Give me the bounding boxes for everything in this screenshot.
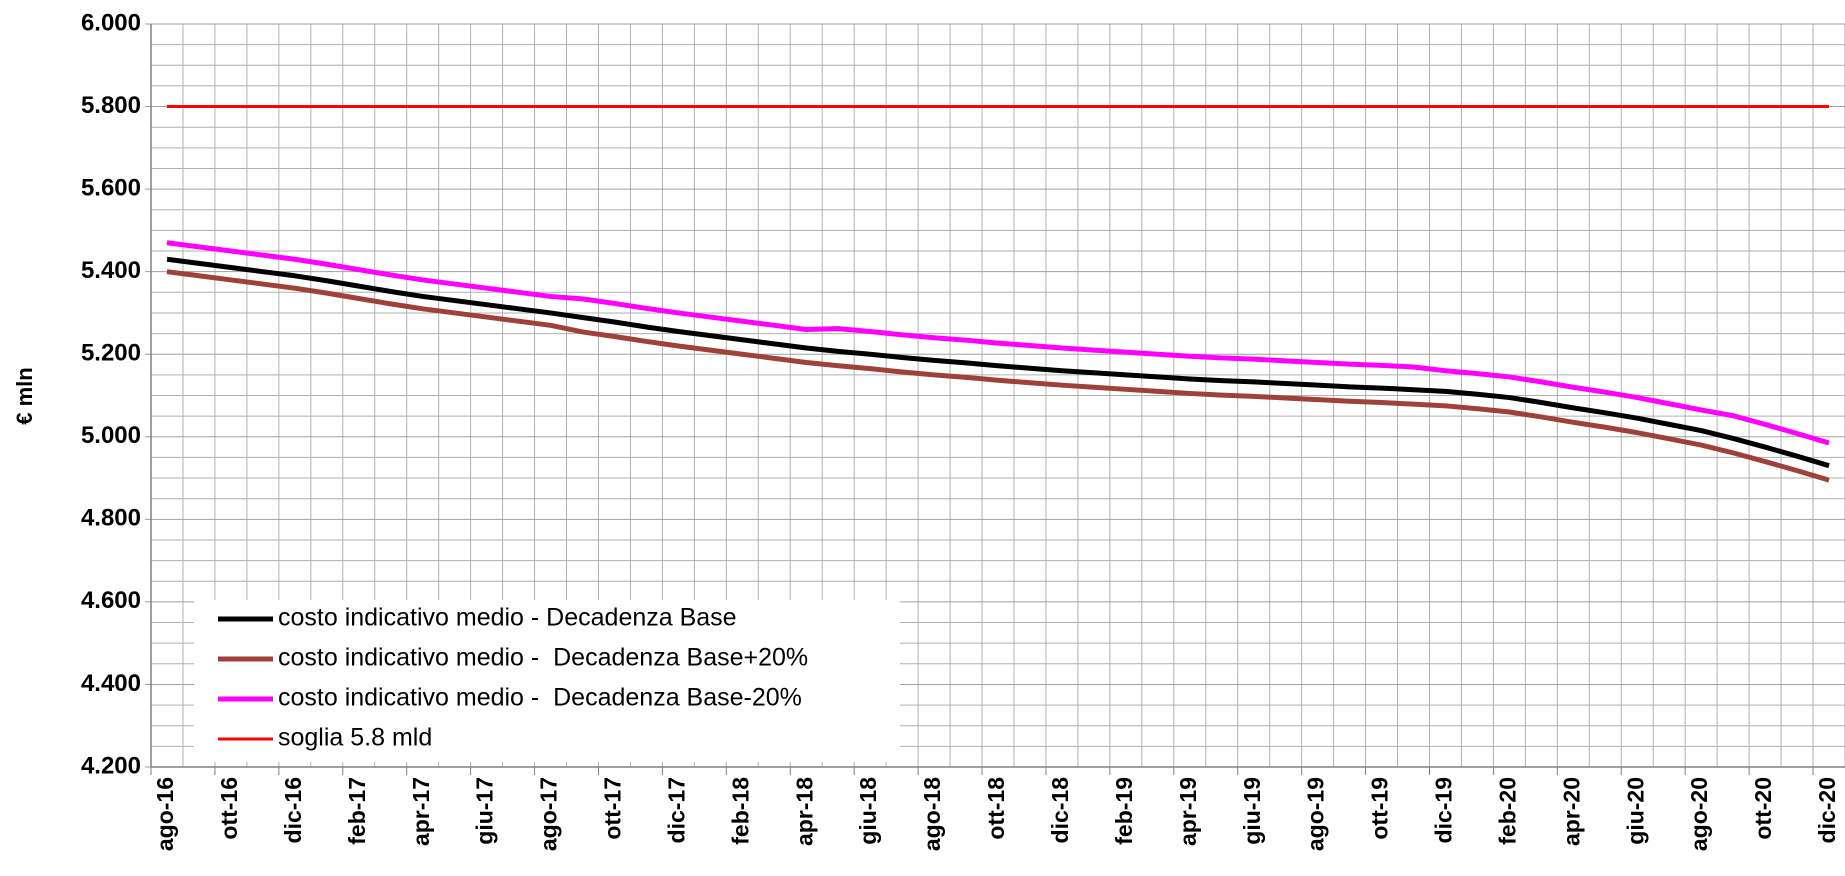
legend-label: costo indicativo medio - Decadenza Base-… bbox=[278, 684, 802, 712]
x-tick-label: apr-17 bbox=[408, 777, 434, 846]
x-tick-label: ago-16 bbox=[152, 777, 178, 851]
x-tick-label: giu-17 bbox=[472, 777, 498, 845]
series-line bbox=[166, 240, 1830, 446]
y-tick-label: 4.400 bbox=[81, 670, 141, 697]
x-tick-label: giu-19 bbox=[1239, 777, 1265, 845]
x-tick-label: ott-19 bbox=[1367, 777, 1393, 840]
x-tick-label: dic-18 bbox=[1047, 777, 1073, 844]
legend-box bbox=[194, 600, 900, 762]
x-tick-label: ott-17 bbox=[600, 777, 626, 840]
y-tick-label: 5.800 bbox=[81, 92, 141, 119]
y-tick-label: 5.000 bbox=[81, 422, 141, 449]
x-tick-label: ago-18 bbox=[919, 777, 945, 851]
y-axis-title: € mln bbox=[12, 367, 37, 424]
y-tick-label: 5.200 bbox=[81, 340, 141, 367]
x-tick-label: dic-16 bbox=[280, 777, 306, 843]
x-tick-label: giu-20 bbox=[1622, 777, 1648, 845]
legend-label: costo indicativo medio - Decadenza Base+… bbox=[278, 644, 808, 672]
x-tick-label: ott-20 bbox=[1750, 777, 1776, 840]
x-tick-label: ago-20 bbox=[1686, 777, 1712, 851]
x-tick-label: ago-19 bbox=[1303, 777, 1329, 851]
x-tick-label: dic-19 bbox=[1431, 777, 1457, 843]
x-tick-label: ago-17 bbox=[536, 777, 562, 851]
x-tick-label: feb-20 bbox=[1494, 777, 1520, 845]
x-tick-label: apr-20 bbox=[1558, 777, 1584, 846]
x-tick-label: feb-18 bbox=[727, 777, 753, 845]
x-tick-label: ott-16 bbox=[216, 777, 242, 840]
x-tick-label: dic-17 bbox=[663, 777, 689, 843]
series-line bbox=[166, 269, 1830, 483]
x-tick-label: ott-18 bbox=[983, 777, 1009, 840]
y-tick-label: 6.000 bbox=[81, 9, 141, 36]
y-tick-label: 5.600 bbox=[81, 174, 141, 201]
x-tick-label: apr-18 bbox=[791, 777, 817, 846]
y-tick-label: 4.200 bbox=[81, 752, 141, 779]
y-tick-label: 5.400 bbox=[81, 257, 141, 284]
x-tick-label: apr-19 bbox=[1175, 777, 1201, 846]
x-tick-label: feb-19 bbox=[1111, 777, 1137, 845]
x-tick-label: dic-20 bbox=[1814, 777, 1840, 843]
y-tick-label: 4.600 bbox=[81, 587, 141, 614]
series-line bbox=[166, 256, 1830, 469]
legend-label: soglia 5.8 mld bbox=[278, 724, 432, 752]
x-tick-label: feb-17 bbox=[344, 777, 370, 845]
y-tick-label: 4.800 bbox=[81, 505, 141, 532]
legend-label: costo indicativo medio - Decadenza Base bbox=[278, 604, 737, 632]
x-tick-label: giu-18 bbox=[855, 777, 881, 845]
